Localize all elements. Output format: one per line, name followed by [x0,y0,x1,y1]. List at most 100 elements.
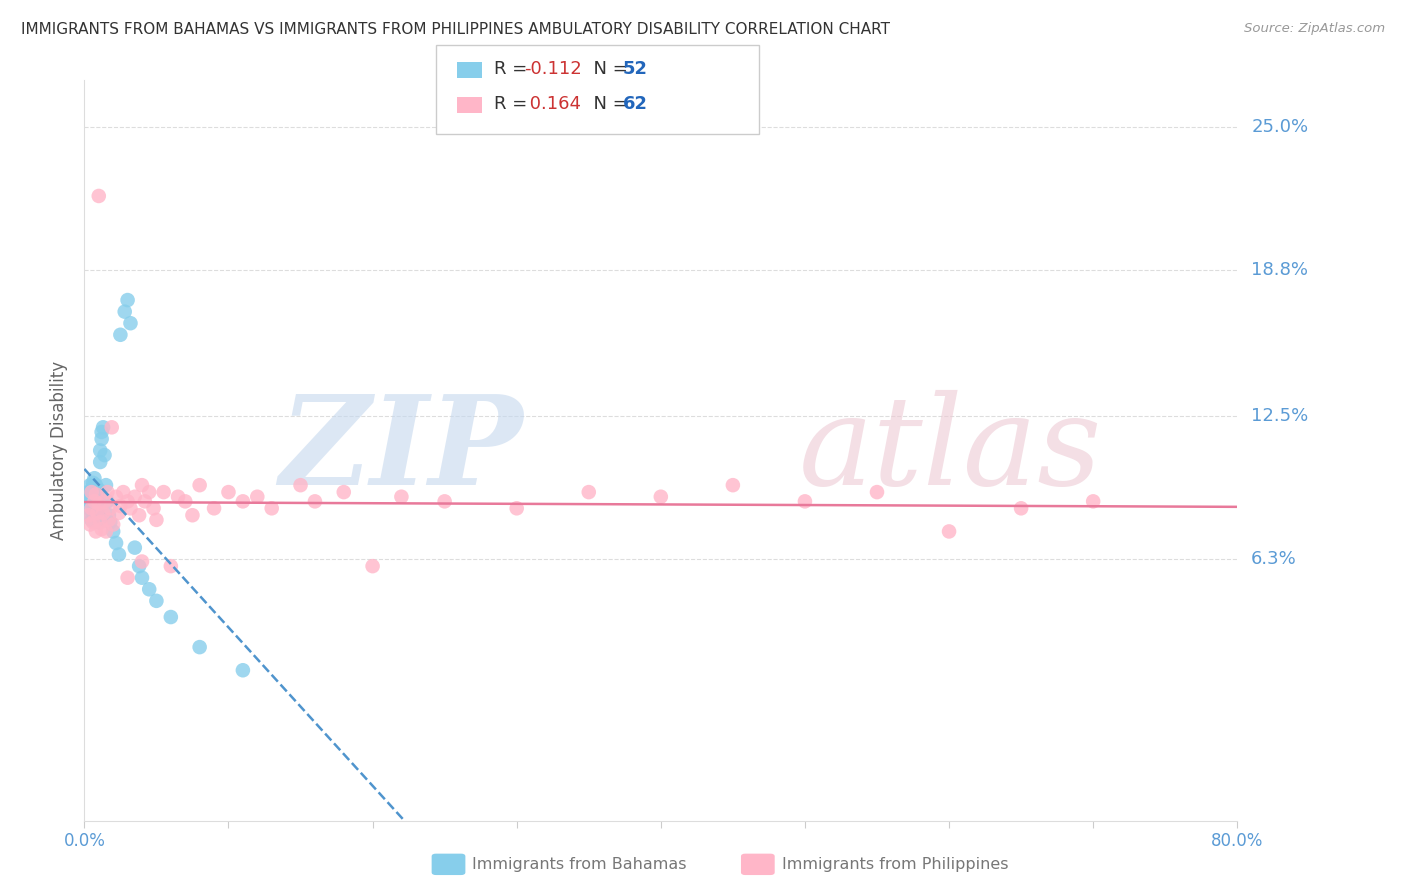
Point [82,515,104,529]
Point [114,304,136,318]
Text: 18.8%: 18.8% [1251,261,1308,279]
Point [105,536,128,550]
Point [304,494,326,508]
Point [82,491,104,506]
Text: atlas: atlas [799,390,1102,511]
Point [91,420,114,434]
Point [112,485,135,500]
Point [361,559,384,574]
Point [108,506,131,520]
Point [134,494,156,508]
Y-axis label: Ambulatory Disability: Ambulatory Disability [51,361,69,540]
Text: -0.112: -0.112 [524,60,582,78]
Point [86,506,108,520]
Point [80,485,103,500]
Point [152,485,174,500]
Point [120,316,142,330]
Point [650,490,672,504]
Point [80,483,103,497]
Point [84,490,107,504]
Point [96,485,118,500]
Point [82,475,104,490]
Point [87,508,110,523]
Point [87,497,110,511]
Text: 52: 52 [623,60,648,78]
Text: R =: R = [494,60,533,78]
Text: Immigrants from Philippines: Immigrants from Philippines [782,857,1008,871]
Point [110,327,132,342]
Text: Immigrants from Bahamas: Immigrants from Bahamas [472,857,688,871]
Point [131,478,153,492]
Point [433,494,456,508]
Point [333,485,356,500]
Point [117,293,139,307]
Point [124,541,146,555]
Point [83,494,105,508]
Point [578,485,600,500]
Text: 6.3%: 6.3% [1251,550,1296,568]
Point [160,610,183,624]
Point [1083,494,1105,508]
Point [100,420,122,434]
Point [103,524,124,539]
Point [80,501,103,516]
Point [84,478,107,492]
Point [145,594,167,608]
Point [290,478,312,492]
Point [87,497,110,511]
Point [82,480,104,494]
Text: ZIP: ZIP [278,390,523,511]
Point [80,487,103,501]
Point [138,582,160,597]
Point [90,425,112,439]
Point [82,506,104,520]
Point [124,490,146,504]
Text: N =: N = [582,60,634,78]
Point [84,501,107,516]
Point [86,487,108,501]
Point [506,501,529,516]
Point [87,189,110,203]
Point [232,494,254,508]
Point [98,501,121,516]
Text: 25.0%: 25.0% [1251,118,1309,136]
Point [87,483,110,497]
Point [79,478,101,492]
Point [142,501,165,516]
Point [938,524,960,539]
Text: R =: R = [494,95,533,113]
Text: N =: N = [582,95,634,113]
Point [77,485,100,500]
Point [89,443,111,458]
Point [98,515,121,529]
Point [131,571,153,585]
Point [84,487,107,501]
Point [83,499,105,513]
Point [96,494,118,508]
Point [93,448,115,462]
Point [86,494,108,508]
Text: 0.164: 0.164 [524,95,582,113]
Point [79,508,101,523]
Point [105,490,128,504]
Point [160,559,183,574]
Text: IMMIGRANTS FROM BAHAMAS VS IMMIGRANTS FROM PHILIPPINES AMBULATORY DISABILITY COR: IMMIGRANTS FROM BAHAMAS VS IMMIGRANTS FR… [21,22,890,37]
Point [93,494,115,508]
Point [128,508,150,523]
Point [80,513,103,527]
Point [87,515,110,529]
Point [77,508,100,523]
Point [117,494,139,508]
Point [90,432,112,446]
Point [260,501,283,516]
Point [77,501,100,516]
Point [181,508,204,523]
Point [79,494,101,508]
Point [94,478,117,492]
Point [110,499,132,513]
Text: 62: 62 [623,95,648,113]
Point [91,506,114,520]
Point [188,478,211,492]
Point [202,501,225,516]
Point [131,554,153,569]
